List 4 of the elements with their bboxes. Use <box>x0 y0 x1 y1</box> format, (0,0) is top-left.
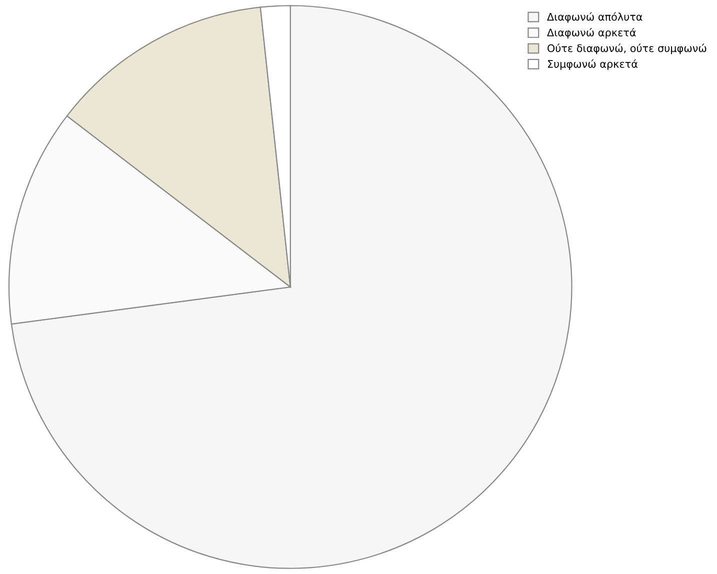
legend-label: Ούτε διαφωνώ, ούτε συμφωνώ <box>548 44 706 54</box>
legend-label: Διαφωνώ απόλυτα <box>547 12 642 23</box>
legend-label: Διαφωνώ αρκετά <box>547 28 636 38</box>
legend-label: Συμφωνώ αρκετά <box>548 59 638 70</box>
